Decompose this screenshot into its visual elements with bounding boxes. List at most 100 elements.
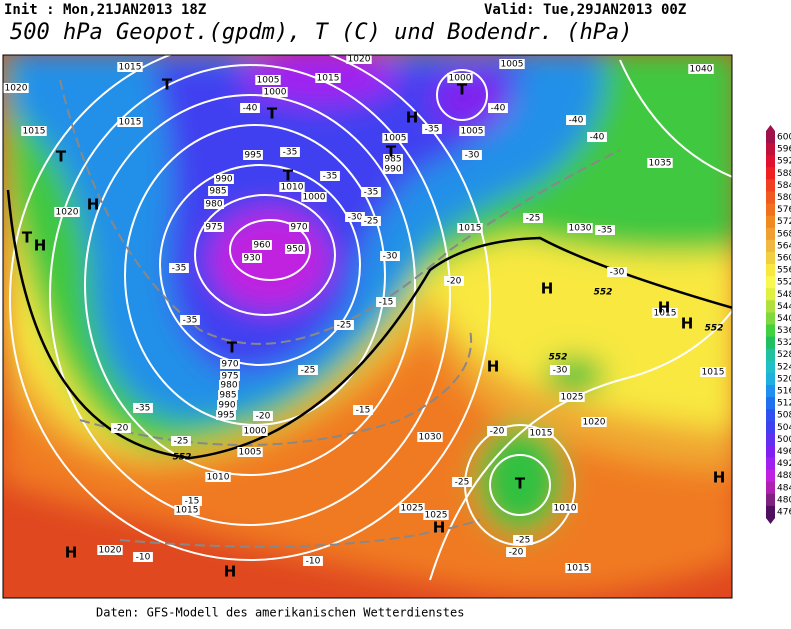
isobar-label: 985	[209, 187, 226, 197]
isobar-label: 1005	[239, 448, 262, 458]
label-box	[688, 64, 714, 74]
colorbar-label: 496	[777, 447, 791, 457]
label-box	[54, 207, 80, 217]
label-box	[219, 380, 239, 390]
label-box	[303, 556, 323, 566]
colorbar-label: 552	[777, 278, 791, 288]
colorbar-label: 508	[777, 411, 791, 421]
pressure-center: T	[227, 339, 238, 357]
label-box	[550, 365, 570, 375]
isobar-label: 1015	[567, 564, 590, 574]
label-box	[171, 436, 191, 446]
label-box	[565, 563, 591, 573]
label-box	[422, 124, 442, 134]
isobar-label: 1035	[649, 159, 672, 169]
label-box	[587, 132, 607, 142]
temperature-label: -20	[447, 277, 462, 287]
label-box	[243, 150, 263, 160]
temperature-label: -30	[348, 213, 363, 223]
isobar-label: 995	[217, 411, 234, 421]
temperature-label: -35	[183, 316, 198, 326]
label-box	[208, 186, 228, 196]
pressure-center: H	[406, 109, 419, 127]
colorbar-swatch	[766, 409, 775, 422]
colorbar-swatch	[766, 397, 775, 410]
colorbar-swatch	[766, 155, 775, 168]
colorbar-top-cap	[766, 125, 775, 131]
isobar-label: 960	[253, 241, 270, 251]
colorbar-label: 540	[777, 314, 791, 324]
label-box	[652, 308, 678, 318]
colorbar-swatch	[766, 276, 775, 289]
pressure-center: H	[541, 280, 554, 298]
isobar-label: 985	[219, 391, 236, 401]
colorbar-label: 524	[777, 362, 791, 372]
isobar-label: 1020	[56, 208, 79, 218]
colorbar-swatch	[766, 264, 775, 277]
colorbar-label: 580	[777, 193, 791, 203]
temperature-label: -30	[383, 252, 398, 262]
temperature-label: -15	[185, 497, 200, 507]
pressure-center: T	[283, 167, 294, 185]
isobar-label: 970	[290, 223, 307, 233]
temperature-label: -35	[172, 264, 187, 274]
temperature-label: -35	[323, 172, 338, 182]
label-box	[320, 171, 340, 181]
colorbar-label: 584	[777, 181, 791, 191]
label-box	[315, 73, 341, 83]
pressure-center: T	[56, 148, 67, 166]
pressure-center: H	[487, 358, 500, 376]
colorbar-label: 600	[777, 133, 791, 143]
label-box	[214, 174, 234, 184]
label-box	[361, 216, 381, 226]
label-box	[220, 359, 240, 369]
temperature-label: -35	[425, 125, 440, 135]
label-box	[581, 417, 607, 427]
isobar-label: 1015	[119, 118, 142, 128]
temperature-label: -10	[136, 553, 151, 563]
label-box	[216, 410, 236, 420]
temperature-label: -25	[516, 536, 531, 546]
map-field: 1015 1020 1015 1005 1000 1015 1020 1000 1005 1040…	[3, 55, 732, 598]
colorbar-swatch	[766, 433, 775, 446]
temperature-label: -35	[598, 226, 613, 236]
temperature-label: -25	[174, 437, 189, 447]
isobar-label: 1005	[257, 76, 280, 86]
isobar-label: 930	[243, 254, 260, 264]
label-box	[700, 367, 726, 377]
colorbar-label: 532	[777, 338, 791, 348]
colorbar-swatch	[766, 421, 775, 434]
isobar-label: 980	[220, 381, 237, 391]
colorbar-label: 480	[777, 495, 791, 505]
label-box	[240, 103, 260, 113]
pressure-center: H	[34, 237, 47, 255]
label-box	[346, 55, 372, 64]
isobar-label: 1020	[583, 418, 606, 428]
temperature-label: -30	[465, 151, 480, 161]
isobar-label: 1015	[23, 127, 46, 137]
map-frame	[2, 54, 733, 599]
colorbar-label: 592	[777, 157, 791, 167]
label-box	[559, 392, 585, 402]
colorbar-label: 512	[777, 399, 791, 409]
colorbar-swatch	[766, 191, 775, 205]
label-box	[133, 552, 153, 562]
label-box	[21, 126, 47, 136]
isobar-label: 1005	[501, 60, 524, 70]
label-box	[285, 244, 305, 254]
label-box	[242, 253, 262, 263]
isobar-label: 995	[244, 151, 261, 161]
label-box	[217, 400, 237, 410]
label-box	[399, 503, 425, 513]
isobar-label: 1005	[384, 134, 407, 144]
label-box	[567, 223, 593, 233]
colorbar-swatch	[766, 336, 775, 350]
isobar-label: 1025	[425, 511, 448, 521]
pressure-center: T	[386, 143, 397, 161]
init-time: Init : Mon,21JAN2013 18Z	[4, 2, 206, 18]
temperature-label: -35	[283, 148, 298, 158]
colorbar-label: 504	[777, 423, 791, 433]
isobar-label: 1020	[5, 84, 28, 94]
label-box	[380, 251, 400, 261]
